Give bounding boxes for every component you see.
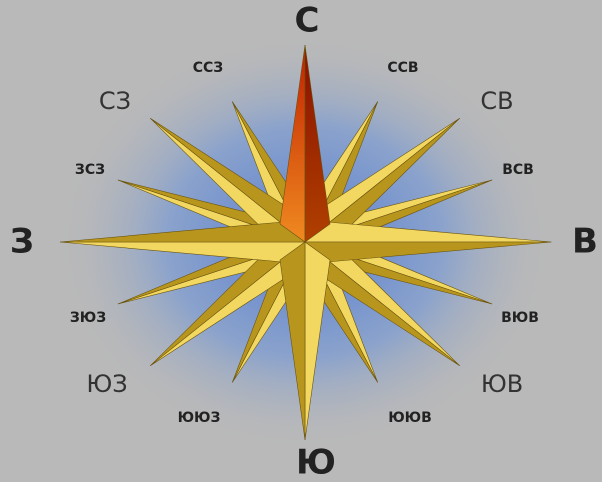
star-point: [279, 241, 306, 441]
label: СЗ: [99, 87, 131, 115]
label: ЮЗ: [86, 370, 127, 398]
label: ЮЮВ: [388, 410, 432, 426]
label: ЗСЗ: [75, 162, 105, 178]
label: ВСВ: [502, 162, 534, 178]
label: Ю: [296, 443, 336, 482]
label: В: [572, 222, 598, 262]
label: СВ: [480, 87, 513, 115]
label: ЮЮЗ: [178, 410, 221, 426]
label: З: [10, 222, 34, 262]
label: ССЗ: [193, 60, 224, 76]
labels: С ССВ СВ ВСВ В ВЮВ ЮВ ЮЮВ Ю ЮЮЗ ЮЗ ЗЮЗ З…: [10, 1, 598, 482]
label: С: [295, 1, 320, 41]
star-point: [304, 44, 331, 243]
star: [59, 44, 552, 441]
label: ССВ: [387, 60, 418, 76]
label: ВЮВ: [501, 310, 539, 326]
label: ЗЮЗ: [70, 310, 106, 326]
label: ЮВ: [481, 370, 523, 398]
